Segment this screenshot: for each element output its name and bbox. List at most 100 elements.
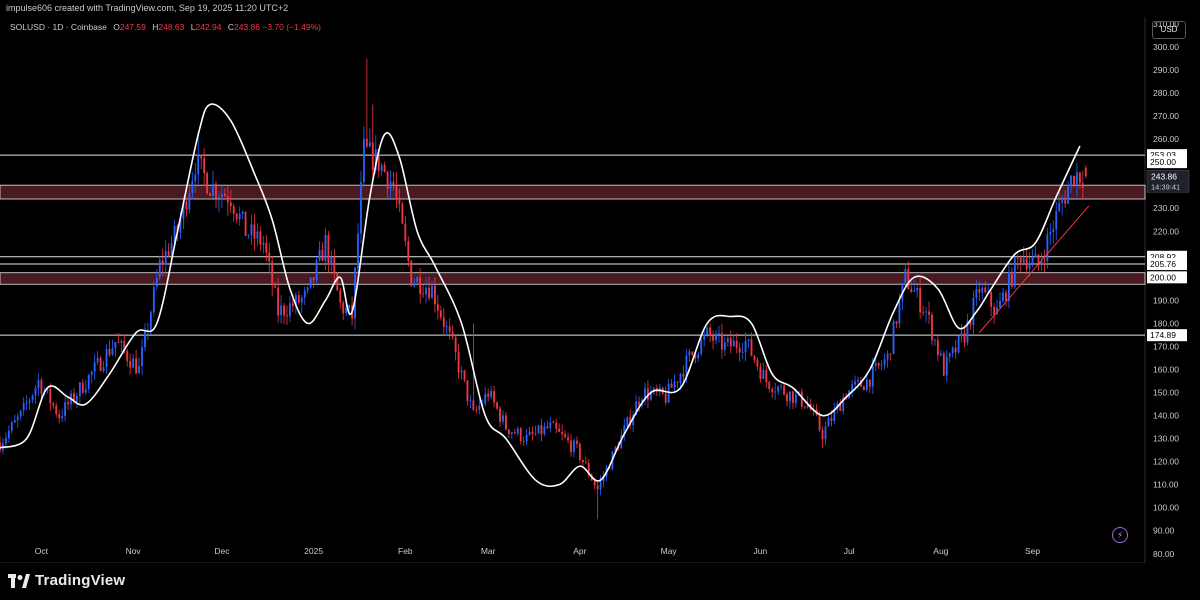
candle[interactable]	[220, 184, 223, 208]
candle[interactable]	[235, 212, 238, 223]
candle[interactable]	[371, 104, 374, 184]
candle[interactable]	[552, 419, 555, 424]
candle[interactable]	[58, 409, 61, 424]
candle[interactable]	[984, 281, 987, 295]
candle[interactable]	[13, 414, 16, 423]
candle[interactable]	[922, 305, 925, 317]
candle[interactable]	[682, 365, 685, 384]
candle[interactable]	[262, 235, 265, 254]
candle[interactable]	[114, 342, 117, 358]
candle[interactable]	[362, 126, 365, 185]
candle[interactable]	[877, 362, 880, 369]
candle[interactable]	[792, 390, 794, 410]
candle[interactable]	[135, 350, 138, 375]
candle[interactable]	[87, 373, 90, 393]
zone-1[interactable]	[0, 184, 1146, 200]
candle[interactable]	[729, 330, 732, 354]
candle[interactable]	[401, 201, 404, 225]
candle[interactable]	[155, 269, 158, 291]
candle[interactable]	[117, 332, 120, 343]
candle[interactable]	[280, 295, 282, 324]
candle[interactable]	[120, 339, 123, 353]
candle[interactable]	[883, 353, 886, 370]
candle[interactable]	[1010, 267, 1013, 290]
candle[interactable]	[945, 349, 948, 382]
candle[interactable]	[505, 412, 507, 431]
candle[interactable]	[431, 280, 433, 299]
candle[interactable]	[327, 231, 330, 273]
candle[interactable]	[750, 332, 753, 357]
candle[interactable]	[22, 397, 25, 416]
candle[interactable]	[339, 287, 342, 309]
candle[interactable]	[297, 290, 300, 305]
candle[interactable]	[697, 351, 700, 362]
candle[interactable]	[451, 325, 454, 341]
candle[interactable]	[188, 183, 191, 214]
candle[interactable]	[1031, 248, 1034, 268]
candle[interactable]	[715, 329, 717, 345]
candle[interactable]	[404, 215, 407, 247]
currency-button[interactable]: USD	[1152, 21, 1186, 39]
candle[interactable]	[951, 346, 954, 358]
candle[interactable]	[1064, 190, 1067, 208]
candle[interactable]	[581, 459, 584, 467]
candle[interactable]	[824, 421, 827, 446]
candle[interactable]	[309, 277, 312, 289]
candle[interactable]	[999, 292, 1001, 308]
candle[interactable]	[1037, 254, 1040, 271]
candle[interactable]	[496, 401, 498, 411]
candle[interactable]	[934, 338, 936, 347]
candle[interactable]	[741, 342, 744, 359]
candle[interactable]	[942, 351, 945, 376]
candle[interactable]	[333, 248, 336, 283]
candle[interactable]	[439, 305, 442, 321]
candle[interactable]	[90, 370, 93, 384]
candle[interactable]	[531, 426, 534, 441]
candle[interactable]	[543, 422, 546, 437]
candle[interactable]	[522, 436, 525, 446]
candle[interactable]	[487, 388, 490, 402]
candle[interactable]	[76, 392, 78, 409]
candle[interactable]	[442, 308, 445, 336]
candle[interactable]	[306, 286, 309, 294]
candle[interactable]	[981, 281, 984, 300]
candle[interactable]	[428, 276, 430, 301]
candle[interactable]	[448, 318, 451, 340]
candle[interactable]	[1028, 252, 1031, 277]
candle[interactable]	[892, 319, 895, 355]
candle[interactable]	[768, 380, 771, 393]
candle[interactable]	[111, 339, 114, 356]
candle[interactable]	[1002, 287, 1004, 303]
candle[interactable]	[1025, 248, 1028, 275]
candle[interactable]	[105, 344, 108, 374]
candle[interactable]	[803, 406, 806, 409]
candle[interactable]	[126, 348, 129, 367]
candle[interactable]	[203, 148, 206, 186]
candle[interactable]	[928, 301, 930, 324]
candle[interactable]	[833, 402, 836, 425]
candle[interactable]	[410, 260, 413, 287]
candle[interactable]	[7, 425, 10, 443]
candle[interactable]	[519, 426, 522, 445]
candle[interactable]	[1046, 227, 1049, 269]
candle[interactable]	[712, 330, 714, 350]
candle[interactable]	[259, 226, 262, 251]
candle[interactable]	[422, 284, 425, 298]
candle[interactable]	[102, 361, 105, 373]
candle[interactable]	[865, 373, 868, 392]
candle[interactable]	[138, 357, 140, 374]
candle[interactable]	[244, 211, 247, 237]
candle[interactable]	[380, 163, 383, 176]
candle[interactable]	[466, 379, 469, 406]
candle[interactable]	[141, 339, 143, 376]
candle[interactable]	[238, 206, 241, 226]
candle[interactable]	[108, 340, 111, 358]
candle[interactable]	[484, 387, 487, 407]
candle[interactable]	[576, 436, 578, 449]
candle[interactable]	[936, 336, 939, 362]
candle[interactable]	[800, 388, 803, 410]
candle[interactable]	[673, 374, 676, 392]
candle[interactable]	[247, 234, 250, 239]
candle[interactable]	[1019, 255, 1022, 273]
candle[interactable]	[191, 171, 194, 200]
